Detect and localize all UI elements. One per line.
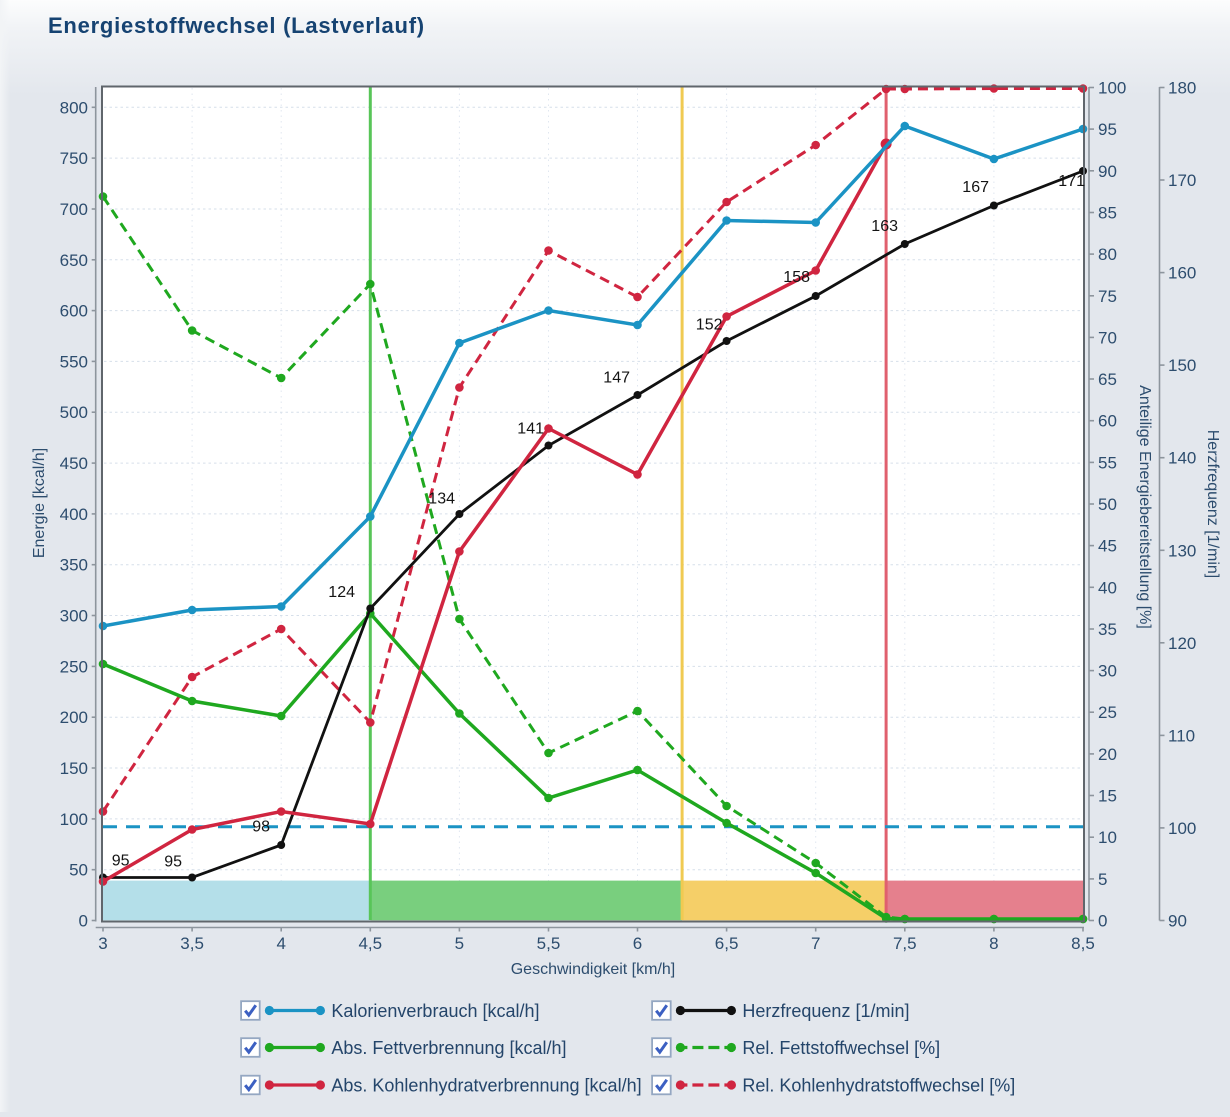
svg-text:70: 70 bbox=[1098, 328, 1117, 347]
svg-text:700: 700 bbox=[60, 200, 88, 219]
svg-text:170: 170 bbox=[1168, 171, 1196, 190]
svg-text:6,5: 6,5 bbox=[715, 934, 739, 953]
svg-text:35: 35 bbox=[1098, 620, 1117, 639]
svg-text:0: 0 bbox=[79, 912, 88, 931]
svg-text:10: 10 bbox=[1098, 828, 1117, 847]
svg-text:120: 120 bbox=[1168, 634, 1196, 653]
svg-text:7,5: 7,5 bbox=[893, 934, 917, 953]
svg-text:6: 6 bbox=[633, 934, 642, 953]
svg-text:167: 167 bbox=[962, 179, 989, 196]
svg-text:20: 20 bbox=[1098, 745, 1117, 764]
svg-text:95: 95 bbox=[112, 853, 130, 870]
svg-text:90: 90 bbox=[1168, 912, 1187, 931]
svg-text:3,5: 3,5 bbox=[180, 934, 204, 953]
svg-text:141: 141 bbox=[517, 421, 544, 438]
svg-text:400: 400 bbox=[60, 505, 88, 524]
svg-text:147: 147 bbox=[603, 370, 630, 387]
svg-text:500: 500 bbox=[60, 403, 88, 422]
svg-text:650: 650 bbox=[60, 251, 88, 270]
svg-text:100: 100 bbox=[1168, 819, 1196, 838]
svg-text:134: 134 bbox=[428, 491, 455, 508]
svg-text:65: 65 bbox=[1098, 370, 1117, 389]
svg-text:98: 98 bbox=[252, 819, 270, 836]
svg-text:110: 110 bbox=[1168, 726, 1195, 745]
svg-text:4,5: 4,5 bbox=[358, 934, 382, 953]
svg-text:4: 4 bbox=[276, 934, 285, 953]
svg-text:Anteilige Energiebereitstellun: Anteilige Energiebereitstellung [%] bbox=[1136, 385, 1153, 629]
svg-text:140: 140 bbox=[1168, 449, 1196, 468]
svg-text:124: 124 bbox=[328, 584, 355, 601]
svg-text:Geschwindigkeit [km/h]: Geschwindigkeit [km/h] bbox=[511, 961, 676, 978]
svg-text:8,5: 8,5 bbox=[1071, 934, 1095, 953]
svg-text:Abs. Kohlenhydratverbrennung [: Abs. Kohlenhydratverbrennung [kcal/h] bbox=[331, 1076, 641, 1096]
svg-text:40: 40 bbox=[1098, 578, 1117, 597]
svg-text:100: 100 bbox=[60, 810, 88, 829]
svg-text:80: 80 bbox=[1098, 245, 1117, 264]
svg-text:150: 150 bbox=[60, 759, 88, 778]
svg-text:Energie [kcal/h]: Energie [kcal/h] bbox=[31, 448, 48, 558]
svg-text:Kalorienverbrauch [kcal/h]: Kalorienverbrauch [kcal/h] bbox=[331, 1001, 539, 1021]
svg-text:50: 50 bbox=[1098, 495, 1117, 514]
svg-text:130: 130 bbox=[1168, 541, 1196, 560]
svg-text:Rel. Fettstoffwechsel [%]: Rel. Fettstoffwechsel [%] bbox=[742, 1038, 940, 1058]
svg-text:8: 8 bbox=[989, 934, 998, 953]
svg-text:750: 750 bbox=[60, 149, 88, 168]
svg-text:200: 200 bbox=[60, 708, 88, 727]
svg-text:15: 15 bbox=[1098, 787, 1117, 806]
svg-text:Rel. Kohlenhydratstoffwechsel: Rel. Kohlenhydratstoffwechsel [%] bbox=[742, 1076, 1015, 1096]
svg-text:7: 7 bbox=[811, 934, 820, 953]
svg-text:75: 75 bbox=[1098, 287, 1117, 306]
svg-text:90: 90 bbox=[1098, 162, 1117, 181]
svg-text:100: 100 bbox=[1098, 79, 1126, 98]
svg-text:Abs. Fettverbrennung [kcal/h]: Abs. Fettverbrennung [kcal/h] bbox=[331, 1038, 566, 1058]
svg-text:95: 95 bbox=[164, 854, 182, 871]
svg-text:600: 600 bbox=[60, 302, 88, 321]
svg-text:25: 25 bbox=[1098, 703, 1117, 722]
svg-text:350: 350 bbox=[60, 556, 88, 575]
svg-text:163: 163 bbox=[871, 218, 898, 235]
svg-text:300: 300 bbox=[60, 607, 88, 626]
svg-text:95: 95 bbox=[1098, 120, 1117, 139]
svg-text:Herzfrequenz [1/min]: Herzfrequenz [1/min] bbox=[742, 1001, 909, 1021]
svg-text:800: 800 bbox=[60, 98, 88, 117]
svg-text:5,5: 5,5 bbox=[537, 934, 561, 953]
svg-text:5: 5 bbox=[1098, 870, 1107, 889]
svg-text:550: 550 bbox=[60, 352, 88, 371]
svg-text:180: 180 bbox=[1168, 79, 1196, 98]
svg-text:250: 250 bbox=[60, 657, 88, 676]
svg-text:0: 0 bbox=[1098, 912, 1107, 931]
svg-text:Herzfrequenz [1/min]: Herzfrequenz [1/min] bbox=[1204, 430, 1221, 579]
svg-text:450: 450 bbox=[60, 454, 88, 473]
svg-text:50: 50 bbox=[69, 861, 88, 880]
svg-text:5: 5 bbox=[455, 934, 464, 953]
svg-text:60: 60 bbox=[1098, 412, 1117, 431]
svg-text:55: 55 bbox=[1098, 453, 1117, 472]
svg-text:45: 45 bbox=[1098, 537, 1117, 556]
svg-text:158: 158 bbox=[783, 269, 810, 286]
svg-text:160: 160 bbox=[1168, 264, 1196, 283]
svg-text:85: 85 bbox=[1098, 204, 1117, 223]
svg-text:152: 152 bbox=[696, 317, 723, 334]
svg-text:171: 171 bbox=[1058, 173, 1085, 190]
svg-text:150: 150 bbox=[1168, 356, 1196, 375]
svg-text:3: 3 bbox=[98, 934, 107, 953]
svg-text:30: 30 bbox=[1098, 662, 1117, 681]
